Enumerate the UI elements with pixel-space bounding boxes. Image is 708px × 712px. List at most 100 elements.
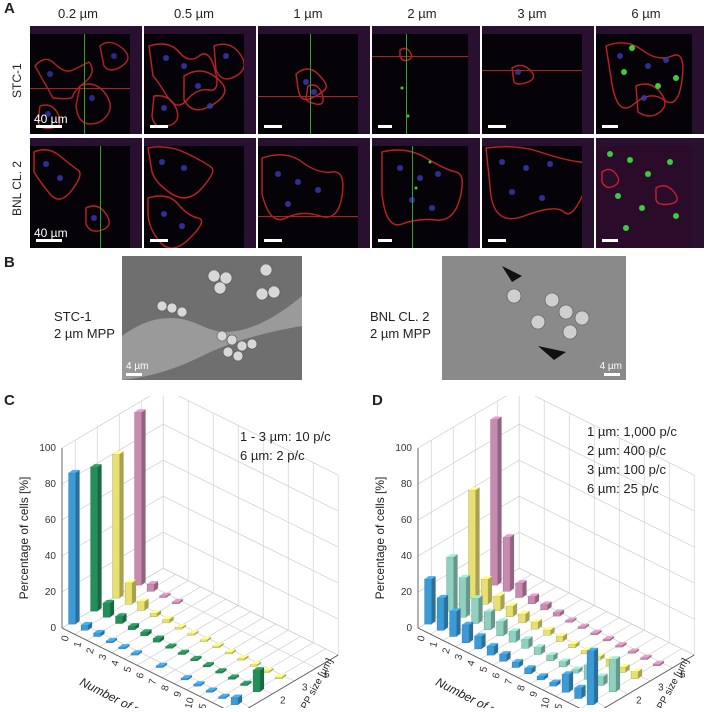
bar-top <box>147 581 159 585</box>
bar-top <box>424 576 436 580</box>
bar-top <box>187 630 199 634</box>
y-tick-label: 40 <box>45 551 57 562</box>
bar-side <box>225 693 230 699</box>
y-tick-label: 40 <box>401 551 413 562</box>
bar-front <box>496 621 504 637</box>
bar-side <box>550 626 555 636</box>
bar-side <box>179 598 184 604</box>
bar-side <box>235 674 240 680</box>
bar-side <box>257 661 262 667</box>
bar-side <box>244 655 249 661</box>
bar-side <box>525 610 530 623</box>
panel-c-letter: C <box>4 392 15 409</box>
sem-right-label-line1: BNL CL. 2 <box>370 309 430 324</box>
bar-top <box>512 659 524 663</box>
bar <box>499 651 511 662</box>
x-tick-label: 1 <box>72 640 84 649</box>
bar <box>180 675 193 681</box>
micrograph-bnl-6um <box>596 138 704 248</box>
bar-front <box>515 582 523 598</box>
bar-top <box>275 673 287 677</box>
column-header-3: 2 µm <box>407 6 437 21</box>
bar-top <box>640 654 652 658</box>
bar <box>577 623 590 629</box>
bar-top <box>81 621 93 625</box>
bar <box>237 655 249 661</box>
bar-side <box>494 643 499 656</box>
bar-front <box>227 677 236 680</box>
bar <box>449 608 461 637</box>
column-header-2: 1 µm <box>293 6 323 21</box>
bar-front <box>146 583 155 592</box>
bar-front <box>471 598 479 624</box>
bar-front <box>230 697 239 705</box>
bar <box>461 621 474 643</box>
bar-side <box>210 662 215 667</box>
bar-front <box>652 663 661 666</box>
bar-top <box>521 636 533 640</box>
bar-top <box>490 416 502 420</box>
bar-top <box>484 608 496 612</box>
bar <box>543 626 555 636</box>
bar-side <box>122 613 127 624</box>
bar-front <box>149 612 158 617</box>
grid-line <box>417 495 695 584</box>
column-header-1: 0.5 µm <box>173 6 214 21</box>
bar-top <box>162 616 174 620</box>
bar-top <box>140 629 152 633</box>
y-tick-label: 60 <box>45 515 57 526</box>
bar-side <box>488 576 493 605</box>
bar-front <box>171 601 180 604</box>
y-tick-label: 20 <box>401 587 413 598</box>
bar-side <box>147 629 152 636</box>
micrograph-stc1-2um <box>372 26 480 134</box>
bar-front <box>540 604 548 611</box>
bar <box>130 650 143 656</box>
bar-side <box>528 636 533 649</box>
y-tick-label: 0 <box>406 623 412 634</box>
chart-d-annotation-line1: 1 µm: 1,000 p/c <box>587 424 677 439</box>
bar-front <box>549 682 557 687</box>
bar-front <box>159 595 167 598</box>
bar <box>93 629 105 637</box>
bar <box>262 667 274 673</box>
bar <box>137 598 149 611</box>
bar-top <box>106 637 118 641</box>
bar-side <box>110 599 115 618</box>
x-tick-label: 6 <box>135 671 147 680</box>
bar-front <box>518 613 526 624</box>
chart-c-annotation-line2: 6 µm: 2 p/c <box>240 448 305 463</box>
bar-front <box>274 676 283 679</box>
bar <box>155 662 168 668</box>
sem-left-label-line1: STC-1 <box>54 309 92 324</box>
bar-front <box>252 669 261 692</box>
micrograph-stc1-1um <box>258 26 370 134</box>
bar-side <box>141 409 146 586</box>
bar-top <box>212 642 224 646</box>
bar-front <box>590 632 598 635</box>
bar <box>187 630 199 636</box>
bar-top <box>237 655 249 659</box>
grid-line <box>61 396 339 476</box>
bar-top <box>165 643 177 647</box>
bar-top <box>225 649 237 653</box>
bar <box>508 628 521 643</box>
bar-top <box>559 658 571 662</box>
bar-top <box>203 662 215 666</box>
bar-side <box>519 659 524 668</box>
bar-front <box>527 596 536 604</box>
bar-top <box>553 609 565 613</box>
bar <box>518 610 530 624</box>
bar-front <box>511 661 520 668</box>
bar <box>80 621 93 631</box>
bar-side <box>269 667 274 673</box>
bar-side <box>113 637 118 643</box>
bar <box>424 576 436 625</box>
grid-line <box>61 459 339 548</box>
bar-front <box>499 653 507 662</box>
bar-front <box>177 652 186 655</box>
bar-side <box>97 464 102 612</box>
bar <box>193 681 205 687</box>
bar <box>530 618 543 630</box>
bar-side <box>182 624 187 630</box>
